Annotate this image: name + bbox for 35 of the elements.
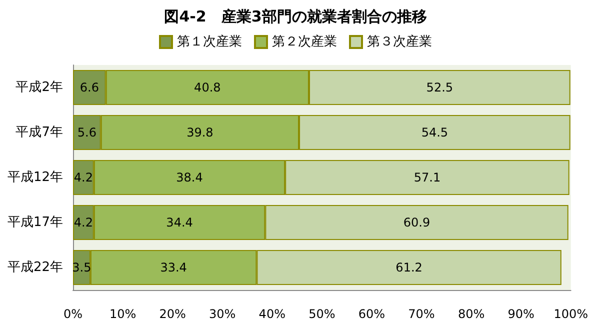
x-tick-label: 10% [109,307,136,321]
legend-label: 第２次産業 [272,34,337,50]
x-tick-label: 40% [258,307,286,321]
legend-label: 第１次産業 [177,34,242,50]
data-label: 4.2 [74,170,93,184]
x-tick-label: 30% [209,307,236,321]
data-label: 61.2 [396,260,422,274]
data-label: 40.8 [194,80,221,94]
x-tick-label: 0% [63,307,83,321]
data-label: 34.4 [166,216,193,230]
legend-label: 第３次産業 [367,34,432,50]
y-tick-label: 平成2年 [16,80,63,95]
chart-title: 図4-2 産業3部門の就業者割合の推移 [164,8,427,26]
data-label: 54.5 [421,126,448,140]
x-tick-label: 100% [554,307,588,321]
y-tick-label: 平成7年 [16,125,63,140]
x-tick-label: 70% [408,307,435,321]
data-label: 60.9 [403,216,430,230]
data-label: 33.4 [160,260,187,274]
data-label: 3.5 [72,260,92,274]
y-tick-label: 平成17年 [7,215,63,230]
x-tick-label: 50% [308,307,336,321]
y-tick-label: 平成22年 [7,260,63,275]
x-tick-label: 80% [458,307,485,321]
x-tick-label: 60% [358,307,386,321]
data-label: 57.1 [414,170,441,184]
data-label: 52.5 [426,80,454,94]
x-tick-label: 20% [159,307,186,321]
data-label: 4.2 [74,216,93,230]
x-tick-label: 90% [508,307,534,321]
data-label: 38.4 [176,170,203,184]
data-label: 6.6 [80,80,99,94]
y-tick-label: 平成12年 [7,170,63,185]
data-label: 5.6 [77,126,96,140]
data-label: 39.8 [186,126,214,140]
